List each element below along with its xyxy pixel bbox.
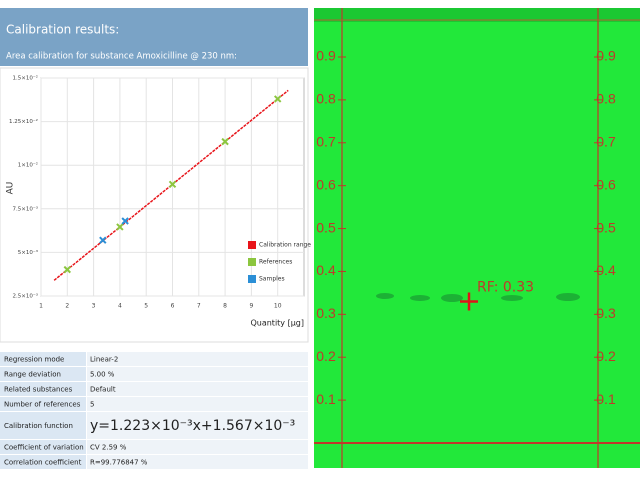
table-label-cell xyxy=(0,367,86,381)
y-tick-label: 5×10⁻³ xyxy=(18,249,38,256)
y-tick-label: 2.5×10⁻³ xyxy=(13,293,38,300)
rf-marker-label: RF: 0.33 xyxy=(477,279,534,295)
rf-tick-label: 0.8 xyxy=(596,91,616,107)
table-label: Calibration function xyxy=(4,422,73,430)
y-axis-label: AU xyxy=(6,182,16,195)
table-value: 5 xyxy=(90,401,94,409)
x-tick-label: 8 xyxy=(223,303,227,310)
legend-label: Samples xyxy=(259,276,285,283)
rf-marker xyxy=(460,292,478,311)
rf-tick-label: 0.5 xyxy=(316,219,336,235)
x-tick-label: 7 xyxy=(197,303,201,310)
table-value-cell xyxy=(87,352,308,366)
data-point xyxy=(273,95,282,103)
table-value: Default xyxy=(90,386,116,394)
data-point xyxy=(116,223,124,231)
table-label: Range deviation xyxy=(4,371,61,379)
y-tick-label: 1.5×10⁻² xyxy=(13,75,38,82)
spots xyxy=(376,293,580,302)
table-label: Number of references xyxy=(4,401,81,409)
legend-label: References xyxy=(259,259,292,266)
x-tick-label: 1 xyxy=(39,303,43,310)
y-tick-label: 7.5×10⁻³ xyxy=(13,205,38,212)
data-point xyxy=(63,265,72,274)
table-value-cell xyxy=(87,412,308,439)
rf-tick-label: 0.8 xyxy=(316,91,336,107)
x-tick-label: 2 xyxy=(65,303,69,310)
header-bar xyxy=(0,8,308,66)
table-value: Linear-2 xyxy=(90,356,118,364)
rf-tick-label: 0.1 xyxy=(596,391,616,407)
table-label-cell xyxy=(0,397,86,411)
rf-tick-label: 0.9 xyxy=(596,48,616,64)
header-title: Calibration results: xyxy=(6,23,119,37)
rf-tick-label: 0.2 xyxy=(596,348,616,364)
legend-swatch xyxy=(248,275,256,283)
table-value: 5.00 % xyxy=(90,371,115,379)
spot xyxy=(410,295,430,301)
table-value-cell xyxy=(87,455,308,469)
spot xyxy=(501,295,523,301)
rf-tick-label: 0.4 xyxy=(316,262,336,278)
table-label-cell xyxy=(0,412,86,439)
spot xyxy=(556,293,580,301)
data-point xyxy=(99,236,107,244)
table-value-cell xyxy=(87,397,308,411)
table-label-cell xyxy=(0,440,86,454)
table-value: CV 2.59 % xyxy=(90,444,127,452)
x-tick-label: 5 xyxy=(144,303,148,310)
tlc-plate xyxy=(314,8,640,468)
data-point xyxy=(221,137,229,146)
y-tick-label: 1×10⁻² xyxy=(18,162,38,169)
y-tick-label: 1.25×10⁻² xyxy=(9,118,38,125)
rf-tick-label: 0.3 xyxy=(316,305,336,321)
x-tick-label: 3 xyxy=(92,303,96,310)
rf-tick-label: 0.4 xyxy=(596,262,616,278)
rf-tick-label: 0.7 xyxy=(596,133,616,149)
legend-label: Calibration range xyxy=(259,242,311,249)
x-axis-label: Quantity [µg] xyxy=(250,319,304,328)
legend-swatch xyxy=(248,241,256,249)
rf-tick-label: 0.9 xyxy=(316,48,336,64)
rf-tick-label: 0.5 xyxy=(596,219,616,235)
rf-tick-label: 0.2 xyxy=(316,348,336,364)
rf-tick-label: 0.7 xyxy=(316,133,336,149)
legend-swatch xyxy=(248,258,256,266)
plate-top xyxy=(314,8,640,22)
table-label-cell xyxy=(0,455,86,469)
spot xyxy=(376,293,394,299)
table-label: Correlation coefficient xyxy=(4,459,82,467)
data-point xyxy=(168,180,177,189)
spot xyxy=(441,294,463,302)
table-value: y=1.223×10⁻³x+1.567×10⁻³ xyxy=(90,418,295,434)
table-value-cell xyxy=(87,382,308,396)
rf-tick-label: 0.1 xyxy=(316,391,336,407)
table-value: R=99.776847 % xyxy=(90,459,148,467)
table-label: Coefficient of variation xyxy=(4,444,84,452)
table-value-cell xyxy=(87,440,308,454)
rf-tick-label: 0.3 xyxy=(596,305,616,321)
table-label-cell xyxy=(0,382,86,396)
table-label: Regression mode xyxy=(4,356,64,364)
x-tick-label: 10 xyxy=(274,303,282,310)
x-tick-label: 9 xyxy=(249,303,253,310)
rf-tick-label: 0.6 xyxy=(316,176,336,192)
header-subtitle: Area calibration for substance Amoxicill… xyxy=(6,52,237,62)
table-label-cell xyxy=(0,352,86,366)
table-label: Related substances xyxy=(4,386,73,394)
rf-tick-label: 0.6 xyxy=(596,176,616,192)
x-tick-label: 6 xyxy=(171,303,175,310)
table-value-cell xyxy=(87,367,308,381)
data-point xyxy=(121,217,129,225)
x-tick-label: 4 xyxy=(118,303,122,310)
